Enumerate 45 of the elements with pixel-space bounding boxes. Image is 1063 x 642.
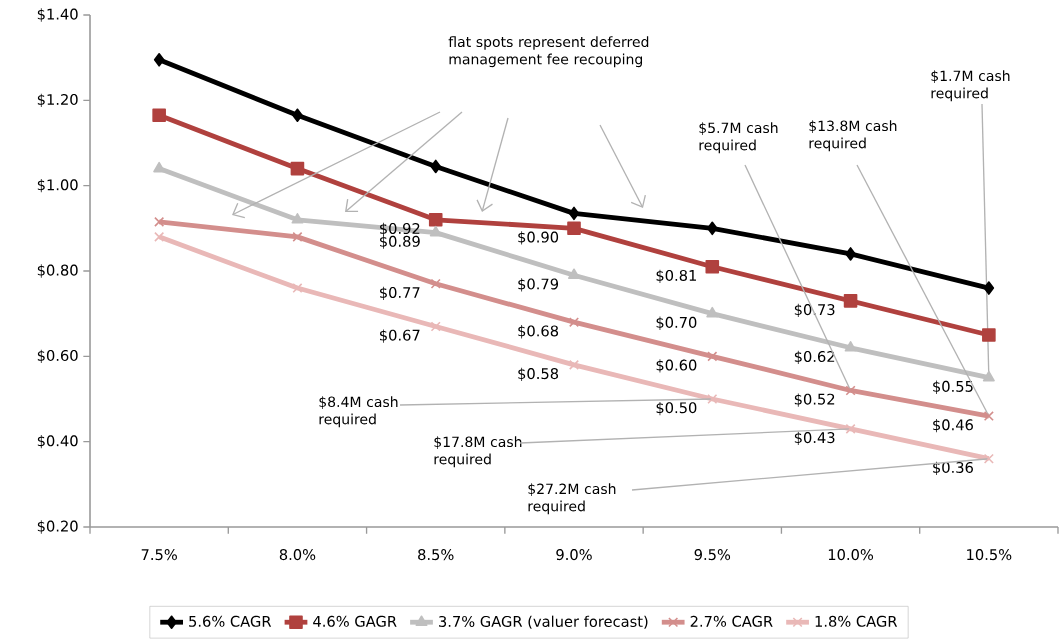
data-label: $0.77 bbox=[380, 286, 420, 301]
annotation: $5.7M cash required bbox=[699, 122, 778, 154]
legend-label: 1.8% CAGR bbox=[815, 615, 898, 627]
annotation: $17.8M cash required bbox=[434, 436, 522, 468]
y-tick-label: $0.20 bbox=[37, 520, 78, 534]
y-tick-label: $0.80 bbox=[37, 264, 78, 278]
annotation: $8.4M cash required bbox=[319, 396, 398, 428]
legend-label: 2.7% CAGR bbox=[690, 615, 773, 627]
data-label: $0.67 bbox=[380, 329, 420, 343]
x-tick-label: 10.0% bbox=[828, 549, 874, 561]
y-tick-label: $0.60 bbox=[37, 349, 78, 363]
data-label: $0.89 bbox=[380, 235, 420, 249]
y-tick-label: $1.40 bbox=[37, 8, 78, 22]
legend-label: 5.6% CAGR bbox=[189, 615, 272, 627]
data-label: $0.79 bbox=[518, 278, 559, 292]
data-label: $0.36 bbox=[933, 461, 973, 475]
data-label: $0.81 bbox=[656, 269, 696, 283]
annotation: $13.8M cash required bbox=[809, 120, 897, 152]
data-label: $0.58 bbox=[518, 367, 559, 382]
x-tick-label: 9.0% bbox=[556, 549, 592, 561]
data-label: $0.92 bbox=[380, 222, 420, 237]
data-label: $0.60 bbox=[656, 359, 697, 373]
y-tick-label: $0.40 bbox=[37, 435, 78, 449]
data-label: $0.73 bbox=[794, 303, 835, 318]
x-tick-label: 10.5% bbox=[967, 549, 1012, 561]
annotation: $1.7M cash required bbox=[931, 70, 1010, 102]
legend-label: 3.7% GAGR (valuer forecast) bbox=[439, 615, 648, 629]
y-tick-label: $1.20 bbox=[37, 93, 78, 107]
data-label: $0.43 bbox=[794, 431, 835, 446]
x-tick-label: 9.5% bbox=[694, 549, 731, 561]
x-tick-label: 8.5% bbox=[418, 549, 454, 561]
data-label: $0.50 bbox=[656, 401, 697, 416]
data-label: $0.55 bbox=[933, 380, 973, 394]
annotation: $27.2M cash required bbox=[528, 483, 616, 515]
data-label: $0.70 bbox=[656, 316, 697, 330]
data-label: $0.46 bbox=[933, 418, 973, 433]
x-tick-label: 8.0% bbox=[279, 549, 316, 561]
legend-label: 4.6% GAGR bbox=[313, 615, 397, 627]
data-label: $0.90 bbox=[518, 231, 559, 245]
data-label: $0.52 bbox=[794, 393, 835, 407]
data-label: $0.62 bbox=[794, 350, 835, 365]
y-tick-label: $1.00 bbox=[37, 179, 78, 193]
annotation: flat spots represent deferred management fee recouping bbox=[448, 36, 649, 68]
data-label: $0.68 bbox=[518, 325, 559, 339]
x-tick-label: 7.5% bbox=[141, 549, 177, 561]
